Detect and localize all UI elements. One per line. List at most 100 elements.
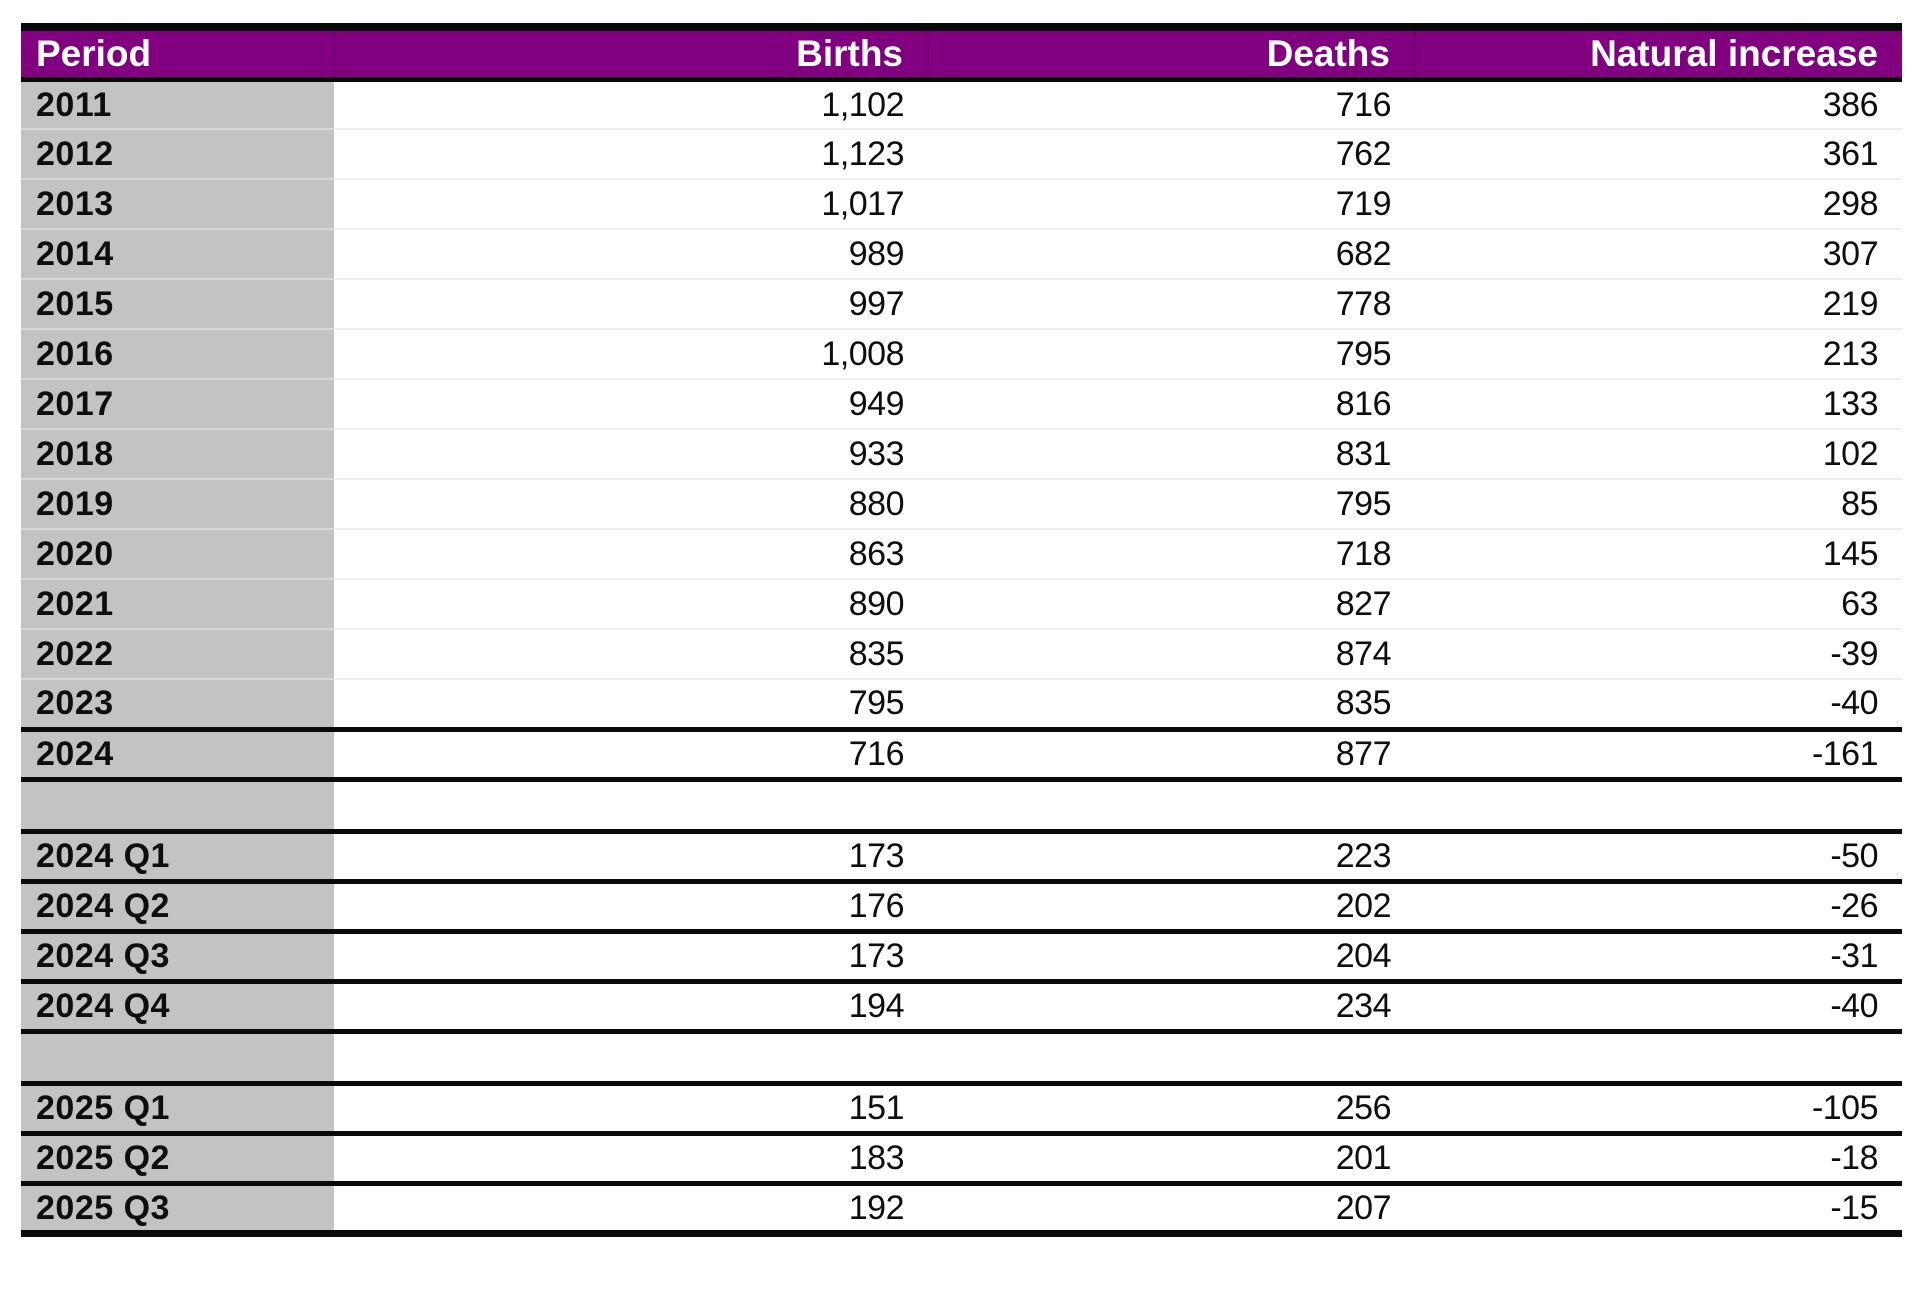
natural-increase-cell: 213 (1415, 329, 1902, 380)
natural-increase-cell: 361 (1415, 129, 1902, 180)
period-cell: 2014 (21, 229, 334, 280)
period-cell: 2025 Q2 (21, 1133, 334, 1186)
deaths-cell: 816 (928, 379, 1415, 430)
births-cell: 173 (334, 831, 928, 884)
period-cell: 2013 (21, 179, 334, 230)
table-row: 2017 949 816 133 (21, 379, 1902, 430)
births-cell: 997 (334, 279, 928, 330)
table-row: 2018 933 831 102 (21, 429, 1902, 480)
table-row: 2025 Q3 192 207 -15 (21, 1183, 1902, 1237)
table-row: 2016 1,008 795 213 (21, 329, 1902, 380)
table-row: 2023 795 835 -40 (21, 679, 1902, 732)
births-cell: 989 (334, 229, 928, 280)
natural-increase-cell: 85 (1415, 479, 1902, 530)
births-cell: 194 (334, 981, 928, 1034)
natural-increase-cell: -40 (1415, 981, 1902, 1034)
births-cell: 151 (334, 1083, 928, 1136)
period-cell: 2024 Q4 (21, 981, 334, 1034)
deaths-cell: 716 (928, 79, 1415, 130)
natural-increase-cell: -105 (1415, 1083, 1902, 1136)
natural-increase-cell: -40 (1415, 679, 1902, 732)
table-row: 2025 Q2 183 201 -18 (21, 1133, 1902, 1186)
period-cell: 2024 Q2 (21, 881, 334, 934)
deaths-cell: 831 (928, 429, 1415, 480)
period-cell: 2024 (21, 729, 334, 782)
table-row: 2024 Q2 176 202 -26 (21, 881, 1902, 934)
births-cell: 176 (334, 881, 928, 934)
column-header-births: Births (333, 27, 928, 82)
births-cell: 716 (334, 729, 928, 782)
vital-statistics-table: Period Births Deaths Natural increase 20… (21, 23, 1902, 1237)
table-row: 2012 1,123 762 361 (21, 129, 1902, 180)
period-cell: 2015 (21, 279, 334, 330)
deaths-cell: 718 (928, 529, 1415, 580)
births-cell: 1,123 (334, 129, 928, 180)
deaths-cell: 795 (928, 329, 1415, 380)
deaths-cell: 877 (928, 729, 1415, 782)
natural-increase-cell: -39 (1415, 629, 1902, 680)
period-cell: 2022 (21, 629, 334, 680)
births-cell: 880 (334, 479, 928, 530)
natural-increase-cell: 102 (1415, 429, 1902, 480)
period-cell: 2011 (21, 79, 334, 130)
period-cell: 2017 (21, 379, 334, 430)
period-cell: 2020 (21, 529, 334, 580)
column-header-deaths: Deaths (927, 27, 1415, 82)
births-cell: 795 (334, 679, 928, 732)
table-row: 2022 835 874 -39 (21, 629, 1902, 680)
natural-increase-cell: -161 (1415, 729, 1902, 782)
deaths-cell: 795 (928, 479, 1415, 530)
natural-increase-cell: -15 (1415, 1183, 1902, 1237)
table-row: 2024 Q4 194 234 -40 (21, 981, 1902, 1034)
births-cell: 890 (334, 579, 928, 630)
deaths-cell: 201 (928, 1133, 1415, 1186)
period-cell: 2024 Q1 (21, 831, 334, 884)
table-row: 2024 Q3 173 204 -31 (21, 931, 1902, 984)
deaths-cell: 778 (928, 279, 1415, 330)
natural-increase-cell: 219 (1415, 279, 1902, 330)
table-row: 2024 Q1 173 223 -50 (21, 831, 1902, 884)
deaths-cell: 204 (928, 931, 1415, 984)
deaths-cell: 202 (928, 881, 1415, 934)
natural-increase-cell: -31 (1415, 931, 1902, 984)
table-row: 2019 880 795 85 (21, 479, 1902, 530)
period-cell: 2023 (21, 679, 334, 732)
table-row: 2020 863 718 145 (21, 529, 1902, 580)
births-cell: 1,017 (334, 179, 928, 230)
table-row: 2015 997 778 219 (21, 279, 1902, 330)
table-header-row: Period Births Deaths Natural increase (21, 27, 1902, 82)
column-header-period: Period (21, 27, 334, 82)
natural-increase-cell: 307 (1415, 229, 1902, 280)
table-row: 2014 989 682 307 (21, 229, 1902, 280)
period-cell: 2021 (21, 579, 334, 630)
natural-increase-cell: -18 (1415, 1133, 1902, 1186)
natural-increase-cell: 298 (1415, 179, 1902, 230)
spacer-row (21, 779, 1902, 834)
deaths-cell: 234 (928, 981, 1415, 1034)
births-cell: 173 (334, 931, 928, 984)
deaths-cell: 827 (928, 579, 1415, 630)
spacer-row (21, 1031, 1902, 1086)
deaths-cell: 874 (928, 629, 1415, 680)
births-cell: 192 (334, 1183, 928, 1237)
natural-increase-cell: 386 (1415, 79, 1902, 130)
table-row: 2013 1,017 719 298 (21, 179, 1902, 230)
births-cell: 835 (334, 629, 928, 680)
deaths-cell: 223 (928, 831, 1415, 884)
deaths-cell: 256 (928, 1083, 1415, 1136)
period-cell: 2012 (21, 129, 334, 180)
period-cell: 2025 Q1 (21, 1083, 334, 1136)
column-header-natural-increase: Natural increase (1414, 27, 1902, 82)
period-cell: 2019 (21, 479, 334, 530)
births-cell: 863 (334, 529, 928, 580)
period-cell: 2024 Q3 (21, 931, 334, 984)
table-row: 2011 1,102 716 386 (21, 79, 1902, 130)
deaths-cell: 682 (928, 229, 1415, 280)
deaths-cell: 207 (928, 1183, 1415, 1237)
table-row: 2024 716 877 -161 (21, 729, 1902, 782)
births-cell: 1,008 (334, 329, 928, 380)
natural-increase-cell: 145 (1415, 529, 1902, 580)
table-row: 2021 890 827 63 (21, 579, 1902, 630)
natural-increase-cell: 133 (1415, 379, 1902, 430)
